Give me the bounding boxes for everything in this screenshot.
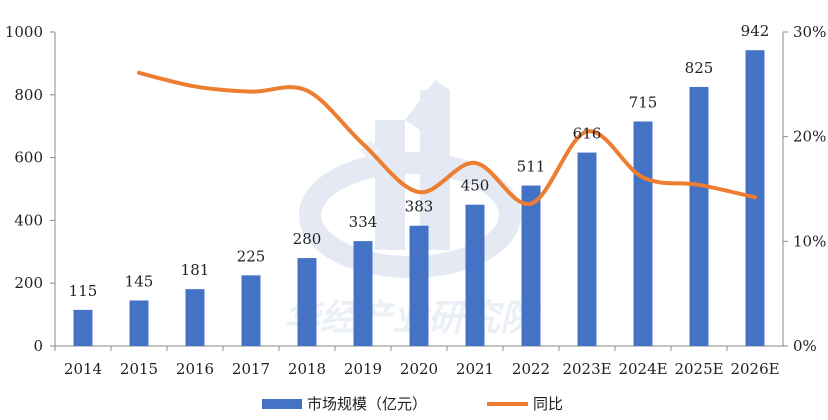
bar-data-label: 942	[741, 22, 770, 40]
bar-data-label: 334	[349, 213, 378, 231]
bar-data-label: 280	[293, 230, 322, 248]
x-tick-label: 2016	[176, 360, 214, 378]
x-tick-label: 2024E	[618, 360, 667, 378]
bar-data-label: 825	[685, 59, 714, 77]
x-tick-label: 2014	[64, 360, 102, 378]
bar-data-label: 225	[237, 247, 266, 265]
right-axis: 0% 10% 20% 30%	[782, 23, 826, 355]
bar	[297, 258, 317, 346]
bar-data-label: 511	[517, 158, 546, 176]
x-tick-label: 2018	[288, 360, 326, 378]
bar	[185, 289, 205, 346]
bar	[129, 300, 149, 346]
bar-data-label: 181	[181, 261, 210, 279]
bar-data-label: 115	[69, 282, 98, 300]
x-tick-label: 2015	[120, 360, 158, 378]
x-tick-label: 2021	[456, 360, 494, 378]
bar-data-label: 450	[461, 177, 490, 195]
x-axis: 2014 2015 2016 2017 2018 2019 2020 2021 2022 2023…	[54, 345, 783, 378]
legend: 市场规模（亿元） 同比	[262, 395, 563, 413]
legend-label-bar: 市场规模（亿元）	[307, 395, 427, 413]
x-tick-label: 2025E	[674, 360, 723, 378]
bar	[521, 185, 541, 346]
right-tick-label: 0%	[793, 337, 817, 355]
bar-data-label: 145	[125, 272, 154, 290]
x-tick-label: 2022	[512, 360, 550, 378]
bar-series	[73, 50, 765, 347]
x-tick-label: 2023E	[562, 360, 611, 378]
bar	[409, 225, 429, 346]
x-tick-label: 2017	[232, 360, 270, 378]
legend-label-line: 同比	[533, 395, 563, 413]
yoy-line	[137, 70, 757, 206]
bar-data-label: 383	[405, 198, 434, 216]
left-axis: 0 200 400 600 800 1000	[5, 23, 56, 355]
line-series: 115 145 181 225 280 334 383 450 511 616 715 825 942	[69, 22, 770, 300]
left-tick-label: 1000	[5, 23, 43, 41]
bar	[241, 275, 261, 346]
bar-data-label: 616	[573, 125, 602, 143]
right-tick-label: 30%	[793, 23, 826, 41]
bar-data-label: 715	[629, 93, 658, 111]
bar	[689, 86, 709, 346]
x-tick-label: 2020	[400, 360, 438, 378]
left-tick-label: 400	[14, 211, 43, 229]
right-tick-label: 10%	[793, 232, 826, 250]
bar	[577, 152, 597, 346]
x-tick-label: 2026E	[730, 360, 779, 378]
bar	[353, 241, 373, 346]
left-tick-label: 600	[14, 149, 43, 167]
left-tick-label: 200	[14, 274, 43, 292]
bar	[633, 121, 653, 347]
left-tick-label: 0	[33, 337, 43, 355]
right-tick-label: 20%	[793, 128, 826, 146]
legend-swatch-bar	[262, 399, 302, 409]
bar	[73, 309, 93, 346]
x-tick-label: 2019	[344, 360, 382, 378]
bar	[465, 204, 485, 346]
left-tick-label: 800	[14, 86, 43, 104]
